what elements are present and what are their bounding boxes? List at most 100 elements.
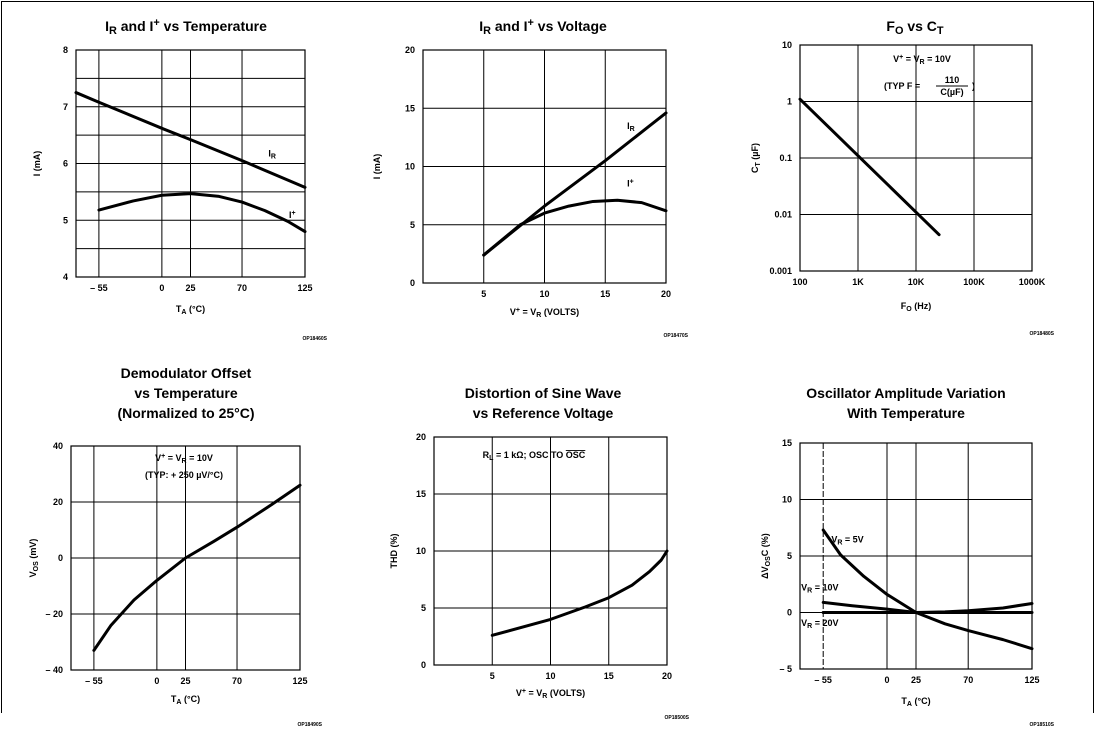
x-tick-label: 0 xyxy=(154,676,159,686)
x-tick-label: 1K xyxy=(852,277,864,287)
figure-code: OP18510S xyxy=(1030,722,1055,728)
x-tick-label: 100K xyxy=(963,277,985,287)
x-tick-label: 100 xyxy=(792,277,807,287)
chart-1: IR and I+ vs Temperature – 55 0 25 70 125 4 5 6 7… xyxy=(32,17,328,342)
y-tick-label: 20 xyxy=(53,497,63,507)
x-tick-label: 20 xyxy=(661,289,671,299)
y-tick-label: 7 xyxy=(63,102,68,112)
series-label: I+ xyxy=(289,210,296,220)
chart-title: Distortion of Sine Wave xyxy=(465,385,622,401)
y-tick-label: 15 xyxy=(405,103,415,113)
chart-6: Oscillator Amplitude Variation With Tempe… xyxy=(760,385,1055,728)
y-axis-label: THD (%) xyxy=(389,534,399,569)
y-tick-label: 8 xyxy=(63,45,68,55)
x-tick-label: – 55 xyxy=(814,675,832,685)
y-axis-label: I (mA) xyxy=(372,154,382,180)
y-tick-label: 0 xyxy=(410,278,415,288)
x-tick-label: 10 xyxy=(539,289,549,299)
series-label: VR = 5V xyxy=(831,534,863,546)
x-tick-label: 70 xyxy=(237,283,247,293)
grid xyxy=(799,44,1033,272)
x-tick-label: 25 xyxy=(911,675,921,685)
legend-text: 110 xyxy=(945,75,960,85)
y-tick-label: 15 xyxy=(782,438,792,448)
x-tick-label: 20 xyxy=(662,671,672,681)
grid xyxy=(76,49,306,278)
chart-4: Demodulator Offset vs Temperature (Normali… xyxy=(28,365,323,728)
legend-text: V+ = VR = 10V xyxy=(893,54,951,66)
x-tick-label: 0 xyxy=(159,283,164,293)
plot-frame xyxy=(75,49,306,278)
legend-text: ) xyxy=(972,81,975,91)
series-line-2 xyxy=(97,192,307,234)
chart-title: Oscillator Amplitude Variation xyxy=(806,385,1005,401)
x-axis-label: V+ = VR (VOLTS) xyxy=(510,307,579,319)
y-tick-label: 20 xyxy=(405,45,415,55)
x-tick-label: – 55 xyxy=(90,283,108,293)
series-line-2 xyxy=(482,198,668,257)
plot-frame xyxy=(70,445,301,671)
plot-frame xyxy=(799,44,1033,272)
y-tick-label: 5 xyxy=(787,551,792,561)
series-label: VR = 10V xyxy=(801,582,838,594)
series-label: IR xyxy=(627,121,635,133)
y-axis-label: VOS (mV) xyxy=(28,539,40,578)
x-tick-label: 25 xyxy=(185,283,195,293)
y-tick-label: 0.1 xyxy=(779,153,792,163)
y-tick-label: 4 xyxy=(63,272,68,282)
chart-title: IR and I+ vs Voltage xyxy=(479,17,607,37)
chart-2: IR and I+ vs Voltage 5 10 15 20 0 5 10 15 20 V+ = … xyxy=(372,17,689,339)
series-label: I+ xyxy=(627,178,634,188)
series-line-1 xyxy=(798,97,941,237)
grid xyxy=(423,49,667,284)
series-line-1 xyxy=(821,528,1034,651)
chart-title: With Temperature xyxy=(847,405,965,421)
y-axis-label: ΔVOSC (%) xyxy=(760,533,772,579)
x-tick-label: 125 xyxy=(297,283,312,293)
chart-5: Distortion of Sine Wave vs Reference Volt… xyxy=(389,385,690,721)
x-axis-label: TA (°C) xyxy=(176,304,205,316)
figure-code: OP18500S xyxy=(665,715,690,721)
x-tick-label: 15 xyxy=(600,289,610,299)
y-tick-label: – 5 xyxy=(779,664,792,674)
legend-text: V+ = VR = 10V xyxy=(155,453,213,465)
y-tick-label: 0.01 xyxy=(774,210,792,220)
legend-text: (TYP F = xyxy=(884,81,920,91)
x-tick-label: 10K xyxy=(908,277,925,287)
grid xyxy=(434,436,668,666)
y-tick-label: 0.001 xyxy=(769,266,792,276)
y-tick-label: 15 xyxy=(416,489,426,499)
series-label: IR xyxy=(268,149,276,161)
x-axis-label: V+ = VR (VOLTS) xyxy=(516,688,585,700)
x-axis-label: TA (°C) xyxy=(171,694,200,706)
chart-title: FO vs CT xyxy=(886,18,944,37)
figure-code: OP18490S xyxy=(298,722,323,728)
x-tick-label: 5 xyxy=(490,671,495,681)
figure-code: OP18470S xyxy=(664,333,689,339)
y-tick-label: – 20 xyxy=(45,609,63,619)
series-line-1 xyxy=(74,91,307,189)
figure-code: OP18480S xyxy=(1030,331,1055,337)
y-tick-label: 10 xyxy=(782,495,792,505)
legend-text: RL = 1 kΩ; OSC TO OSC xyxy=(483,450,586,462)
y-axis-label: I (mA) xyxy=(32,151,42,177)
x-tick-label: – 55 xyxy=(85,676,103,686)
chart-title: Demodulator Offset xyxy=(121,365,252,381)
x-tick-label: 15 xyxy=(604,671,614,681)
y-tick-label: 10 xyxy=(782,40,792,50)
grid xyxy=(800,442,1033,670)
y-tick-label: 0 xyxy=(58,553,63,563)
legend-text: C(µF) xyxy=(940,87,963,97)
y-tick-label: 10 xyxy=(416,546,426,556)
series-line-2 xyxy=(821,600,1034,614)
y-tick-label: 5 xyxy=(63,215,68,225)
x-axis-label: FO (Hz) xyxy=(901,301,931,313)
y-tick-label: 0 xyxy=(421,660,426,670)
y-tick-label: 6 xyxy=(63,159,68,169)
y-axis-label: CT (µF) xyxy=(750,143,762,173)
figure-code: OP18460S xyxy=(303,336,328,342)
x-tick-label: 1000K xyxy=(1019,277,1046,287)
chart-title: (Normalized to 25°C) xyxy=(117,405,254,421)
